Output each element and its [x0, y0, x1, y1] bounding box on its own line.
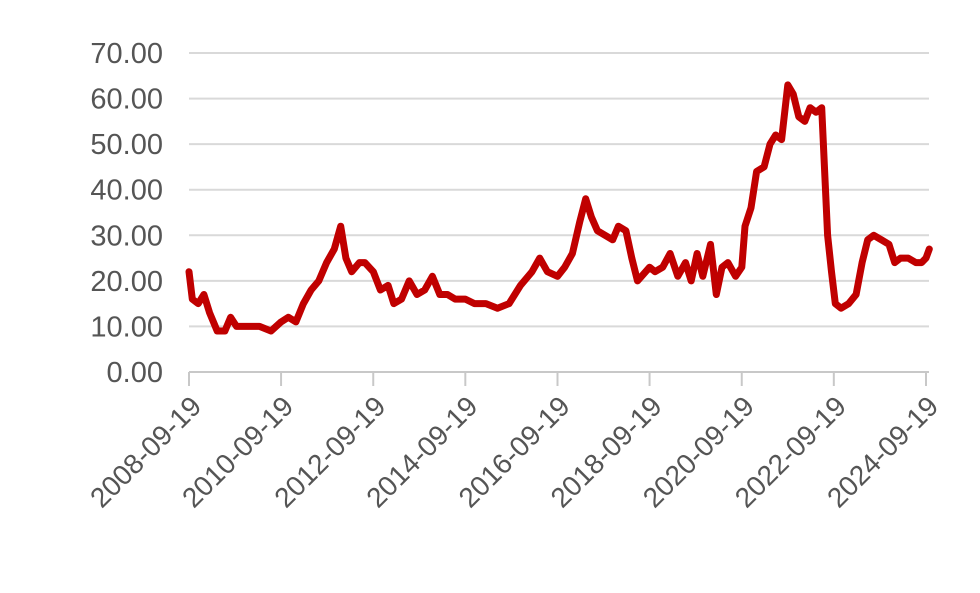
y-tick-label: 30.00	[90, 220, 163, 252]
x-axis-ticks: 2008-09-192010-09-192012-09-192014-09-19…	[84, 372, 944, 514]
y-tick-label: 60.00	[90, 84, 163, 116]
series-line-0	[185, 81, 933, 335]
gridlines	[189, 52, 929, 328]
y-tick-label: 0.00	[107, 357, 163, 389]
y-tick-label: 20.00	[90, 266, 163, 298]
y-tick-label: 40.00	[90, 175, 163, 207]
y-tick-label: 70.00	[90, 38, 163, 70]
y-tick-label: 50.00	[90, 129, 163, 161]
series-layer	[185, 81, 933, 335]
y-axis-ticks: 0.00 10.00 20.00 30.00 40.00 50.00 60.00 70.00	[90, 38, 163, 389]
y-tick-label: 10.00	[90, 311, 163, 343]
